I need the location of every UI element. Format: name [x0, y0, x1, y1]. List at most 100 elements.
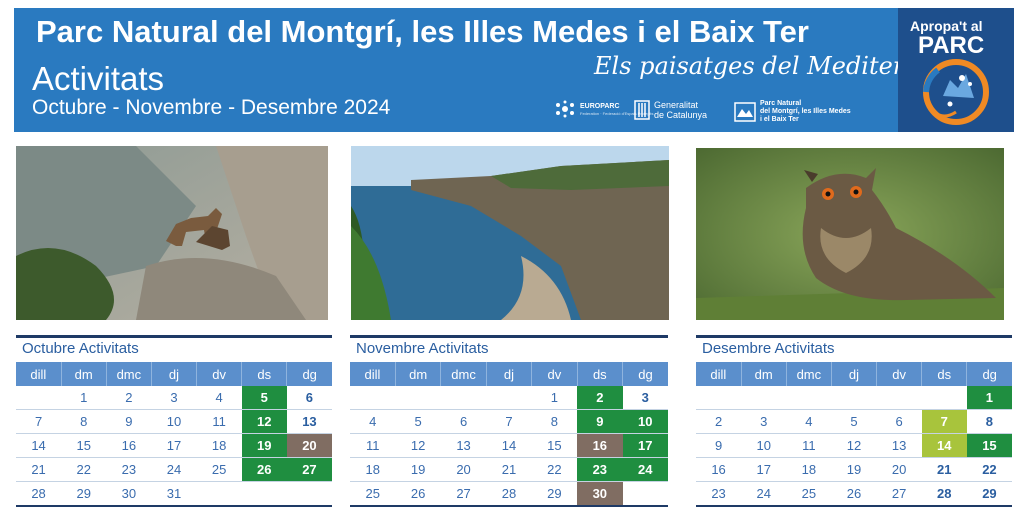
day-cell: 25	[786, 481, 832, 507]
activity-day-cell: 24	[622, 457, 668, 482]
day-cell: 26	[395, 481, 441, 507]
activity-day-cell: 9	[577, 409, 623, 434]
day-cell	[741, 386, 787, 410]
day-cell	[831, 386, 877, 410]
activity-day-cell: 1	[966, 386, 1012, 410]
day-cell: 5	[395, 409, 441, 434]
day-cell: 4	[786, 409, 832, 434]
day-cell	[16, 386, 62, 410]
day-cell: 21	[486, 457, 532, 482]
activity-day-cell: 20	[286, 433, 332, 458]
day-cell: 27	[440, 481, 487, 507]
day-cell: 7	[16, 409, 62, 434]
day-cell: 21	[16, 457, 62, 482]
day-cell	[696, 386, 742, 410]
day-cell: 3	[622, 386, 668, 410]
day-cell: 12	[395, 433, 441, 458]
day-cell: 3	[741, 409, 787, 434]
weekday-header: dg	[286, 362, 332, 386]
day-cell: 20	[440, 457, 487, 482]
weekday-header: dv	[876, 362, 923, 386]
day-cell: 17	[741, 457, 787, 482]
weekday-header: dill	[350, 362, 396, 386]
day-cell: 9	[106, 409, 152, 434]
day-cell: 25	[196, 457, 242, 482]
day-cell: 13	[876, 433, 922, 458]
day-cell: 25	[350, 481, 396, 507]
calendar-octubre: Octubre Activitats dill dm dmc dj dv ds dg 1 2 3 4…	[16, 335, 332, 507]
weekday-header: dg	[966, 362, 1012, 386]
calendar-week-row: 25 26 27 28 29 30	[350, 481, 668, 507]
day-cell: 31	[151, 481, 197, 507]
weekday-header: dg	[622, 362, 668, 386]
activity-day-cell: 5	[241, 386, 287, 410]
day-cell: 8	[61, 409, 107, 434]
weekday-header: dmc	[106, 362, 152, 386]
weekday-header: dv	[531, 362, 578, 386]
day-cell: 29	[61, 481, 107, 507]
weekday-header: dj	[151, 362, 198, 386]
weekday-header: ds	[921, 362, 968, 386]
weekday-header: dm	[741, 362, 787, 386]
day-cell: 7	[486, 409, 532, 434]
day-cell: 13	[286, 409, 332, 434]
activity-day-cell: 14	[921, 433, 967, 458]
day-cell	[241, 481, 287, 507]
day-cell: 19	[831, 457, 877, 482]
calendar-title: Octubre Activitats	[16, 335, 332, 362]
activity-day-cell: 26	[241, 457, 287, 482]
weekday-header: dmc	[786, 362, 832, 386]
day-cell: 11	[786, 433, 832, 458]
day-cell: 26	[831, 481, 877, 507]
day-cell: 16	[696, 457, 742, 482]
day-cell: 16	[106, 433, 152, 458]
day-cell: 11	[196, 409, 242, 434]
europarc-icon	[556, 100, 574, 118]
parc-natural-icon	[734, 102, 756, 122]
activity-day-cell: 27	[286, 457, 332, 482]
activity-day-cell: 10	[622, 409, 668, 434]
day-cell	[440, 386, 487, 410]
badge-illustration-icon	[923, 59, 989, 125]
day-cell: 28	[16, 481, 62, 507]
day-cell	[622, 481, 668, 507]
day-cell	[876, 386, 922, 410]
calendar-week-row: 16 17 18 19 20 21 22	[696, 457, 1012, 482]
day-cell: 19	[395, 457, 441, 482]
day-cell: 30	[106, 481, 152, 507]
day-cell: 22	[531, 457, 578, 482]
apropat-al-parc-badge: Apropa't al PARC	[898, 8, 1014, 132]
day-cell: 18	[196, 433, 242, 458]
day-cell: 9	[696, 433, 742, 458]
calendar-week-row: 1	[696, 386, 1012, 410]
photo-eagle-owl	[696, 148, 1004, 320]
day-cell: 15	[61, 433, 107, 458]
day-cell: 24	[151, 457, 197, 482]
day-cell: 8	[531, 409, 578, 434]
weekday-header: dm	[61, 362, 107, 386]
weekday-header: dv	[196, 362, 243, 386]
page-title: Parc Natural del Montgrí, les Illes Mede…	[36, 14, 809, 49]
generalitat-icon	[634, 100, 650, 120]
day-cell: 20	[876, 457, 922, 482]
day-cell: 21	[921, 457, 967, 482]
day-cell: 17	[151, 433, 197, 458]
day-cell: 6	[286, 386, 332, 410]
calendar-novembre: Novembre Activitats dill dm dmc dj dv ds dg 1 2 3…	[350, 335, 668, 507]
day-cell: 3	[151, 386, 197, 410]
day-cell	[350, 386, 396, 410]
day-cell: 23	[106, 457, 152, 482]
calendar-week-row: 21 22 23 24 25 26 27	[16, 457, 332, 482]
weekday-header: ds	[577, 362, 624, 386]
day-cell: 2	[696, 409, 742, 434]
calendar-week-row: 9 10 11 12 13 14 15	[696, 433, 1012, 458]
calendar-week-row: 4 5 6 7 8 9 10	[350, 409, 668, 434]
day-cell: 24	[741, 481, 787, 507]
months-range: Octubre - Novembre - Desembre 2024	[32, 96, 391, 119]
header-banner: Parc Natural del Montgrí, les Illes Mede…	[14, 8, 1014, 132]
day-cell: 8	[966, 409, 1012, 434]
day-cell: 28	[921, 481, 967, 507]
